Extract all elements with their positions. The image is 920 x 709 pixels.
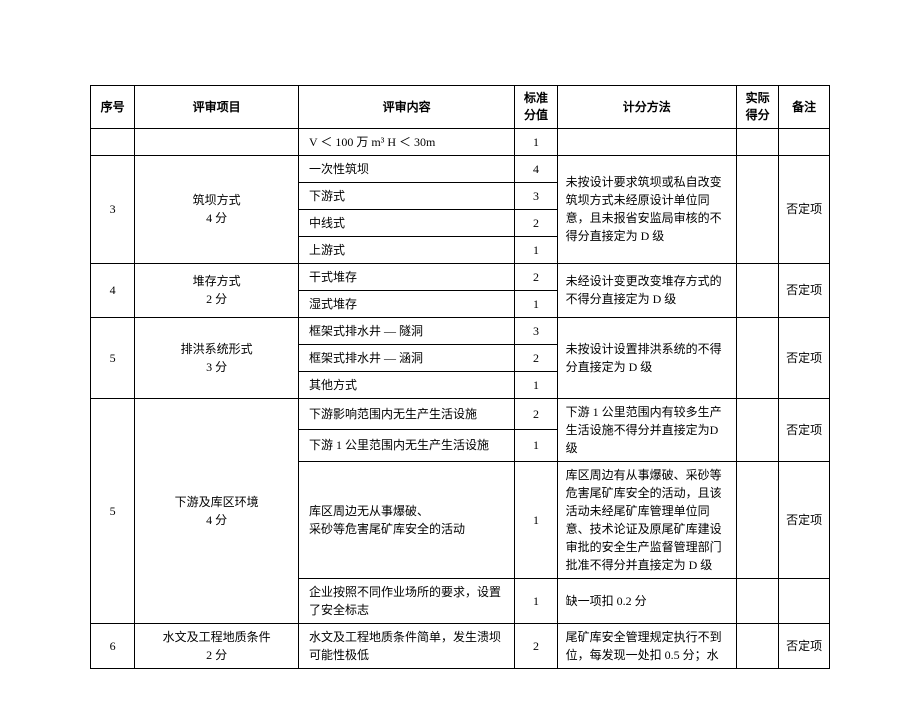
table-body: V ＜ 100 万 m³ H ＜ 30m13筑坝方式 4 分一次性筑坝4未按设计… [91, 128, 830, 668]
cell-content: 中线式 [298, 209, 514, 236]
cell-actual [737, 461, 779, 578]
cell-score: 3 [515, 182, 557, 209]
cell-note: 否定项 [779, 461, 830, 578]
cell-score: 1 [515, 371, 557, 398]
cell-seq [91, 128, 135, 155]
table-row: 3筑坝方式 4 分一次性筑坝4未按设计要求筑坝或私自改变筑坝方式未经原设计单位同… [91, 155, 830, 182]
cell-item [135, 128, 299, 155]
cell-content: 库区周边无从事爆破、 采砂等危害尾矿库安全的活动 [298, 461, 514, 578]
cell-score: 1 [515, 128, 557, 155]
cell-note: 否定项 [779, 623, 830, 668]
cell-content: 一次性筑坝 [298, 155, 514, 182]
cell-item: 水文及工程地质条件 2 分 [135, 623, 299, 668]
cell-content: 水文及工程地质条件简单，发生溃坝可能性极低 [298, 623, 514, 668]
table-row: 4堆存方式 2 分干式堆存2未经设计变更改变堆存方式的不得分直接定为 D 级否定… [91, 263, 830, 290]
cell-actual [737, 128, 779, 155]
cell-score: 2 [515, 623, 557, 668]
hdr-note: 备注 [779, 86, 830, 129]
hdr-content: 评审内容 [298, 86, 514, 129]
table-row: V ＜ 100 万 m³ H ＜ 30m1 [91, 128, 830, 155]
cell-content: 下游影响范围内无生产生活设施 [298, 398, 514, 430]
cell-score: 2 [515, 263, 557, 290]
cell-content: V ＜ 100 万 m³ H ＜ 30m [298, 128, 514, 155]
cell-seq: 3 [91, 155, 135, 263]
header-row: 序号 评审项目 评审内容 标准 分值 计分方法 实际 得分 备注 [91, 86, 830, 129]
cell-content: 框架式排水井 — 隧洞 [298, 317, 514, 344]
cell-seq: 4 [91, 263, 135, 317]
cell-actual [737, 578, 779, 623]
cell-note: 否定项 [779, 263, 830, 317]
cell-score: 1 [515, 461, 557, 578]
cell-method: 未按设计要求筑坝或私自改变筑坝方式未经原设计单位同意，且未报省安监局审核的不得分… [557, 155, 736, 263]
cell-item: 排洪系统形式 3 分 [135, 317, 299, 398]
cell-method: 库区周边有从事爆破、采砂等危害尾矿库安全的活动，且该活动未经尾矿库管理单位同意、… [557, 461, 736, 578]
cell-content: 干式堆存 [298, 263, 514, 290]
cell-method: 缺一项扣 0.2 分 [557, 578, 736, 623]
cell-score: 1 [515, 290, 557, 317]
cell-method: 下游 1 公里范围内有较多生产生活设施不得分并直接定为D级 [557, 398, 736, 461]
cell-item: 堆存方式 2 分 [135, 263, 299, 317]
cell-score: 1 [515, 430, 557, 462]
cell-seq: 5 [91, 317, 135, 398]
cell-score: 2 [515, 398, 557, 430]
cell-content: 框架式排水井 — 涵洞 [298, 344, 514, 371]
cell-seq: 5 [91, 398, 135, 623]
cell-item: 筑坝方式 4 分 [135, 155, 299, 263]
cell-score: 2 [515, 209, 557, 236]
evaluation-table: 序号 评审项目 评审内容 标准 分值 计分方法 实际 得分 备注 V ＜ 100… [90, 85, 830, 669]
cell-content: 企业按照不同作业场所的要求，设置了安全标志 [298, 578, 514, 623]
cell-note [779, 578, 830, 623]
cell-score: 4 [515, 155, 557, 182]
cell-note [779, 128, 830, 155]
hdr-actual: 实际 得分 [737, 86, 779, 129]
cell-actual [737, 263, 779, 317]
hdr-item: 评审项目 [135, 86, 299, 129]
table-row: 6水文及工程地质条件 2 分水文及工程地质条件简单，发生溃坝可能性极低2尾矿库安… [91, 623, 830, 668]
cell-method: 未经设计变更改变堆存方式的不得分直接定为 D 级 [557, 263, 736, 317]
hdr-score: 标准 分值 [515, 86, 557, 129]
cell-method [557, 128, 736, 155]
cell-method: 未按设计设置排洪系统的不得分直接定为 D 级 [557, 317, 736, 398]
table-row: 5下游及库区环境 4 分下游影响范围内无生产生活设施2下游 1 公里范围内有较多… [91, 398, 830, 430]
cell-content: 下游 1 公里范围内无生产生活设施 [298, 430, 514, 462]
cell-content: 下游式 [298, 182, 514, 209]
cell-score: 2 [515, 344, 557, 371]
table-row: 5排洪系统形式 3 分框架式排水井 — 隧洞3未按设计设置排洪系统的不得分直接定… [91, 317, 830, 344]
cell-note: 否定项 [779, 155, 830, 263]
cell-content: 上游式 [298, 236, 514, 263]
cell-method: 尾矿库安全管理规定执行不到位，每发现一处扣 0.5 分；水 [557, 623, 736, 668]
cell-item: 下游及库区环境 4 分 [135, 398, 299, 623]
cell-content: 湿式堆存 [298, 290, 514, 317]
cell-note: 否定项 [779, 398, 830, 461]
cell-content: 其他方式 [298, 371, 514, 398]
cell-actual [737, 398, 779, 461]
cell-score: 3 [515, 317, 557, 344]
cell-actual [737, 623, 779, 668]
cell-score: 1 [515, 236, 557, 263]
cell-actual [737, 155, 779, 263]
cell-seq: 6 [91, 623, 135, 668]
hdr-method: 计分方法 [557, 86, 736, 129]
cell-actual [737, 317, 779, 398]
cell-note: 否定项 [779, 317, 830, 398]
cell-score: 1 [515, 578, 557, 623]
hdr-seq: 序号 [91, 86, 135, 129]
